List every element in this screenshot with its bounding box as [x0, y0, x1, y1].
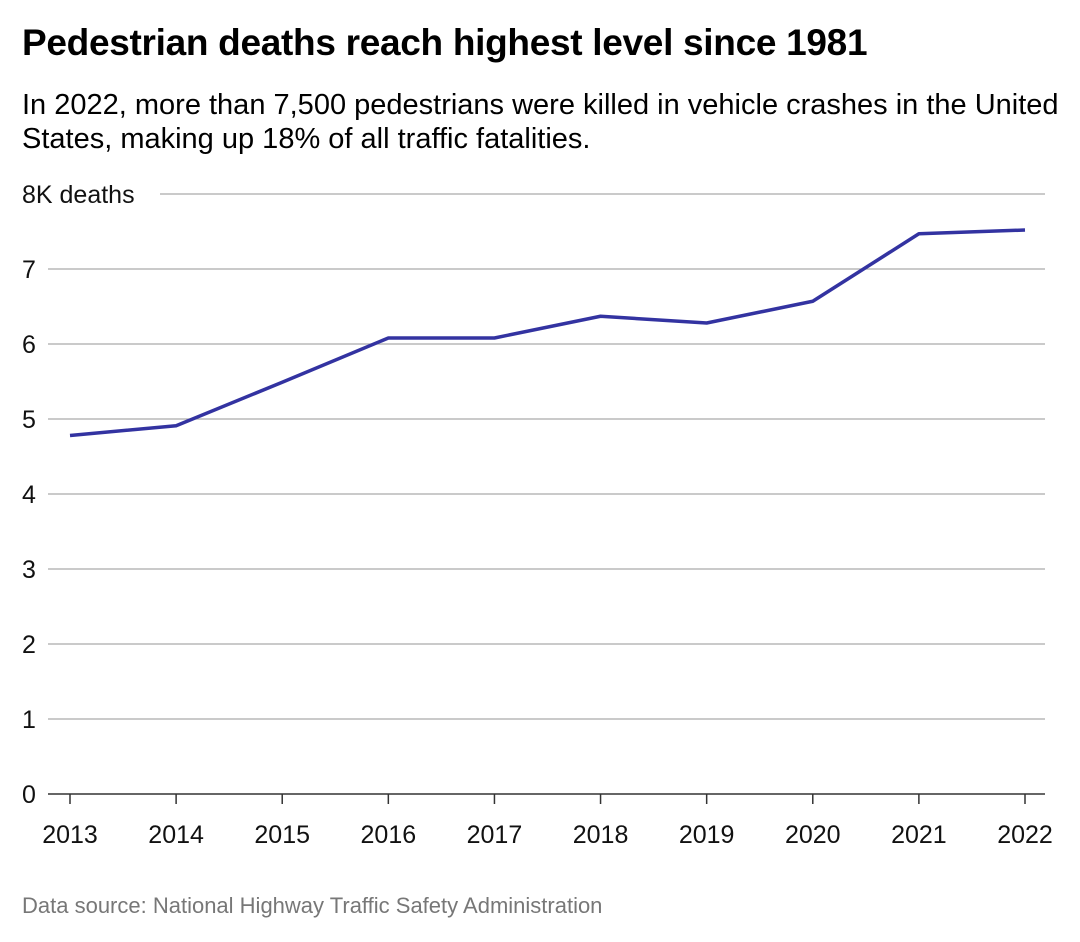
x-tick-label: 2017: [467, 821, 523, 849]
x-tick-label: 2015: [254, 821, 310, 849]
x-tick-label: 2016: [361, 821, 417, 849]
series-line: [69, 228, 1026, 438]
x-tick-label: 2014: [148, 821, 204, 849]
y-tick-label: 2: [22, 631, 36, 659]
y-tick-label: 4: [22, 481, 36, 509]
x-tick-label: 2018: [573, 821, 629, 849]
y-tick-label: 7: [22, 256, 36, 284]
y-tick-label: 1: [22, 706, 36, 734]
y-tick-label: 3: [22, 556, 36, 584]
y-tick-label: 5: [22, 406, 36, 434]
x-tick-label: 2013: [42, 821, 98, 849]
x-tick-label: 2019: [679, 821, 735, 849]
x-tick-label: 2022: [997, 821, 1053, 849]
chart-title: Pedestrian deaths reach highest level si…: [22, 22, 868, 63]
y-tick-label: 8K deaths: [22, 181, 135, 209]
y-tick-label: 6: [22, 331, 36, 359]
chart-subtitle: In 2022, more than 7,500 pedestrians wer…: [22, 89, 1059, 155]
x-tick-label: 2020: [785, 821, 841, 849]
y-tick-label: 0: [22, 781, 36, 809]
x-tick-label: 2021: [891, 821, 947, 849]
data-source: Data source: National Highway Traffic Sa…: [22, 893, 603, 918]
